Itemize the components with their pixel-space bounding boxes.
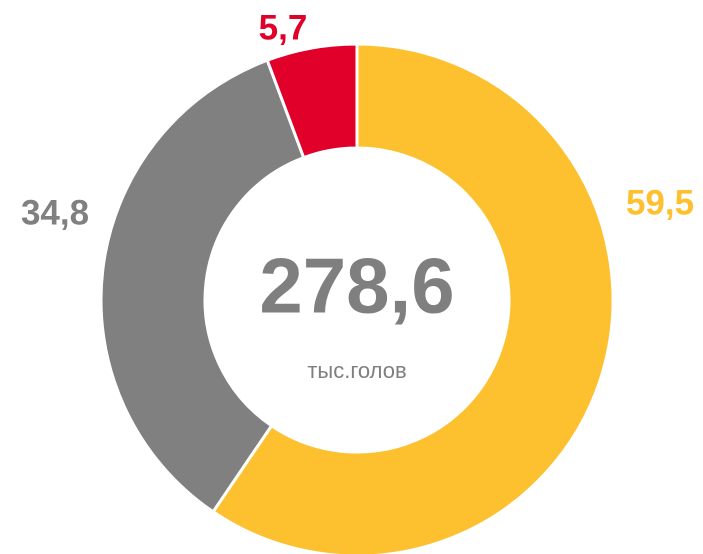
value-label: 59,5 bbox=[626, 183, 694, 222]
value-label: 34,8 bbox=[21, 193, 89, 232]
center-label: 278,6 bbox=[259, 242, 454, 330]
donut-segment bbox=[211, 42, 615, 554]
value-label: 5,7 bbox=[259, 8, 308, 47]
center-sublabel: тыс.голов bbox=[307, 358, 406, 383]
donut-segment bbox=[99, 58, 306, 514]
donut-segment bbox=[265, 42, 359, 160]
